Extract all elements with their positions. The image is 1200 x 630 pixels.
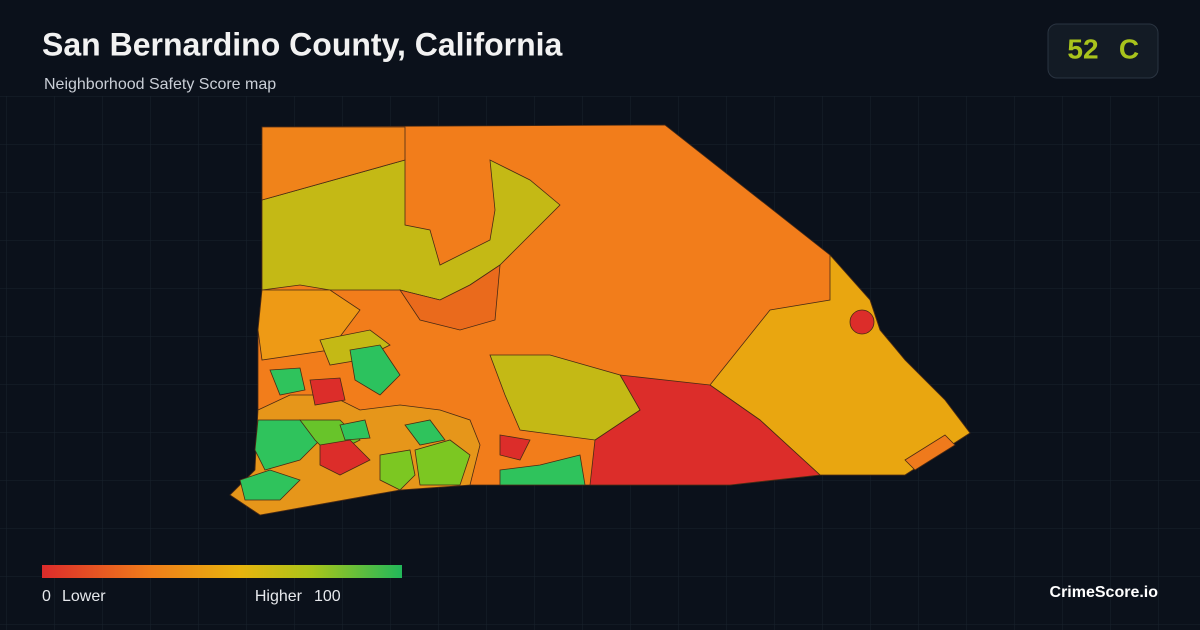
map-region	[349, 344, 401, 396]
badge-box	[1047, 23, 1159, 79]
color-ramp	[42, 565, 402, 578]
map-region	[499, 454, 586, 486]
score: 52	[1067, 33, 1098, 64]
map-region	[379, 449, 416, 491]
map-region	[414, 439, 471, 486]
grade: C	[1119, 33, 1139, 64]
score-badge: 52 C	[1047, 23, 1159, 79]
map-region	[269, 367, 306, 396]
map-region	[399, 264, 501, 331]
map-region	[904, 434, 956, 471]
legend-min-label: Lower	[62, 588, 106, 605]
map-region	[709, 253, 971, 476]
legend-max-label: Higher	[255, 588, 303, 605]
legend-max: 100	[314, 588, 341, 605]
title: San Bernardino County, California	[42, 26, 563, 62]
map-region	[489, 354, 641, 441]
map-region	[499, 434, 531, 461]
brand: CrimeScore.io	[1050, 584, 1159, 601]
map-region	[319, 439, 371, 476]
legend: 0 Lower Higher 100	[42, 565, 402, 605]
legend-min: 0	[42, 588, 51, 605]
map-region	[339, 419, 371, 441]
map-region	[404, 419, 446, 446]
subtitle: Neighborhood Safety Score map	[44, 76, 276, 93]
map-region	[309, 377, 346, 406]
map-region	[261, 126, 406, 201]
county-map	[229, 124, 971, 516]
map-region	[239, 469, 301, 501]
map-region	[849, 309, 875, 335]
